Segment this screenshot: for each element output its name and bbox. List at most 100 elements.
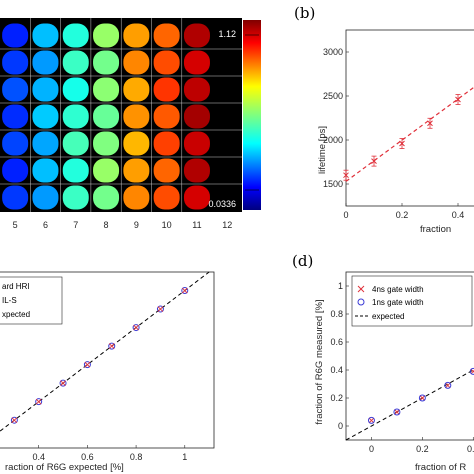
heatmap-cell xyxy=(93,158,120,183)
heatmap-cell xyxy=(183,185,210,210)
panel-c-legend-1: ard HRI xyxy=(2,282,30,291)
panel-c-xlabel: raction of R6G expected [%] xyxy=(5,462,124,473)
panel-d-label: (d) xyxy=(292,252,313,270)
panel-d-x-tick: 0.2 xyxy=(416,444,429,454)
panel-c-point xyxy=(10,416,18,424)
heatmap-cell xyxy=(2,50,29,75)
heatmap-cell xyxy=(153,185,180,210)
heatmap-cell xyxy=(93,185,120,210)
panel-c-x-tick: 0.4 xyxy=(32,452,45,462)
panel-b-x-tick: 0.4 xyxy=(452,210,465,220)
panel-d-point-circle xyxy=(367,416,375,424)
panel-d-x-tick: 0.4 xyxy=(467,444,474,454)
panel-d-y-tick: 0.2 xyxy=(330,393,343,403)
heatmap-cell xyxy=(123,23,150,48)
panel-b-x-tick: 0.2 xyxy=(396,210,409,220)
heatmap-cell xyxy=(32,23,59,48)
panel-c-legend-3: xpected xyxy=(2,310,30,319)
panel-d-point-circle xyxy=(418,394,426,402)
heatmap-cell xyxy=(123,131,150,156)
heatmap-cell xyxy=(93,77,120,102)
heatmap-cell xyxy=(153,23,180,48)
heatmap-column-label: 12 xyxy=(222,220,232,230)
heatmap-cell xyxy=(123,50,150,75)
heatmap-cell xyxy=(32,77,59,102)
panel-d-y-tick: 1 xyxy=(338,281,343,291)
panel-c-legend xyxy=(0,276,63,325)
panel-d-point-x xyxy=(394,409,400,415)
panel-b-point xyxy=(399,138,405,149)
panel-c-x-tick: 0.8 xyxy=(130,452,143,462)
panel-c-point xyxy=(156,305,164,313)
panel-d-legend-1: 4ns gate width xyxy=(372,285,424,294)
panel-b-ylabel: lifetime [ps] xyxy=(317,126,328,174)
panel-b-x-tick: 0 xyxy=(343,210,348,220)
panel-c-point xyxy=(132,324,140,332)
panel-c-x-tick: 0.6 xyxy=(81,452,94,462)
heatmap-cell xyxy=(123,104,150,129)
heatmap-cell xyxy=(153,131,180,156)
heatmap-cell xyxy=(93,104,120,129)
panel-c-legend-2: IL-S xyxy=(2,296,17,305)
heatmap-column-label: 8 xyxy=(104,220,109,230)
heatmap-cell xyxy=(153,158,180,183)
heatmap-cell xyxy=(2,158,29,183)
panel-c-x-tick: 1 xyxy=(182,452,187,462)
heatmap-cell xyxy=(183,23,210,48)
heatmap-cell xyxy=(153,50,180,75)
scatter-panel-b: (b) 0 0.2 0.4 1500 2000 2500 3000 lifetime [ps… xyxy=(294,4,474,235)
panel-d-expected-line xyxy=(345,369,474,441)
panel-b-axes xyxy=(345,29,474,207)
heatmap-cell xyxy=(2,131,29,156)
panel-c-point xyxy=(83,361,91,369)
colorbar xyxy=(243,20,261,210)
panel-b-point xyxy=(427,117,433,129)
panel-b-y-tick: 2500 xyxy=(323,91,343,101)
heatmap-cell xyxy=(183,50,210,75)
panel-b-y-tick: 3000 xyxy=(323,47,343,57)
panel-d-point-circle xyxy=(444,381,452,389)
panel-b-point xyxy=(343,169,349,181)
panel-d-axes xyxy=(345,271,474,441)
heatmap-column-label: 5 xyxy=(13,220,18,230)
heatmap-cell xyxy=(62,104,89,129)
panel-b-point xyxy=(455,94,461,105)
panel-d-xlabel: fraction of R xyxy=(415,462,466,473)
panel-d-point-x xyxy=(368,417,375,424)
panel-d-y-tick: 0 xyxy=(338,421,343,431)
heatmap-panel-a: 1.12 0.0336 5 6 7 8 9 10 11 12 xyxy=(0,18,261,230)
heatmap-cell xyxy=(32,158,59,183)
panel-b-xlabel: fraction xyxy=(420,224,451,235)
heatmap-cell xyxy=(2,185,29,210)
panel-d-point-circle xyxy=(469,367,474,375)
heatmap-cell xyxy=(62,50,89,75)
heatmap-column-label: 10 xyxy=(162,220,172,230)
scatter-panel-c: 20.40.60.81 ard HRI IL-S xpected raction… xyxy=(0,271,215,473)
heatmap-cell xyxy=(153,104,180,129)
heatmap-column-label: 11 xyxy=(192,220,201,230)
heatmap-cell xyxy=(62,185,89,210)
panel-d-legend-2: 1ns gate width xyxy=(372,298,424,307)
panel-d-y-tick: 0.6 xyxy=(330,337,343,347)
heatmap-cell xyxy=(62,158,89,183)
heatmap-column-label: 7 xyxy=(73,220,78,230)
heatmap-cell xyxy=(2,77,29,102)
heatmap-cell xyxy=(93,131,120,156)
panel-b-y-tick: 1500 xyxy=(323,179,343,189)
panel-d-legend xyxy=(351,275,473,327)
panel-d-point-circle xyxy=(393,408,401,416)
heatmap-cell xyxy=(62,77,89,102)
heatmap-cell xyxy=(62,131,89,156)
heatmap-column-label: 6 xyxy=(43,220,48,230)
panel-d-ylabel: fraction of R6G measured [%] xyxy=(314,299,325,424)
panel-d-y-tick: 0.4 xyxy=(330,365,343,375)
heatmap-cell xyxy=(123,185,150,210)
panel-b-label: (b) xyxy=(294,4,315,22)
panel-c-point xyxy=(181,287,189,295)
heatmap-cell xyxy=(2,23,29,48)
scatter-panel-d: (d) 0 0.2 0.4 0 0.2 0.4 0.6 0.8 1 4ns gate width… xyxy=(292,252,474,473)
panel-b-point xyxy=(371,155,377,167)
panel-d-point-x xyxy=(444,382,451,389)
heatmap-cell xyxy=(123,158,150,183)
heatmap-cell xyxy=(32,50,59,75)
